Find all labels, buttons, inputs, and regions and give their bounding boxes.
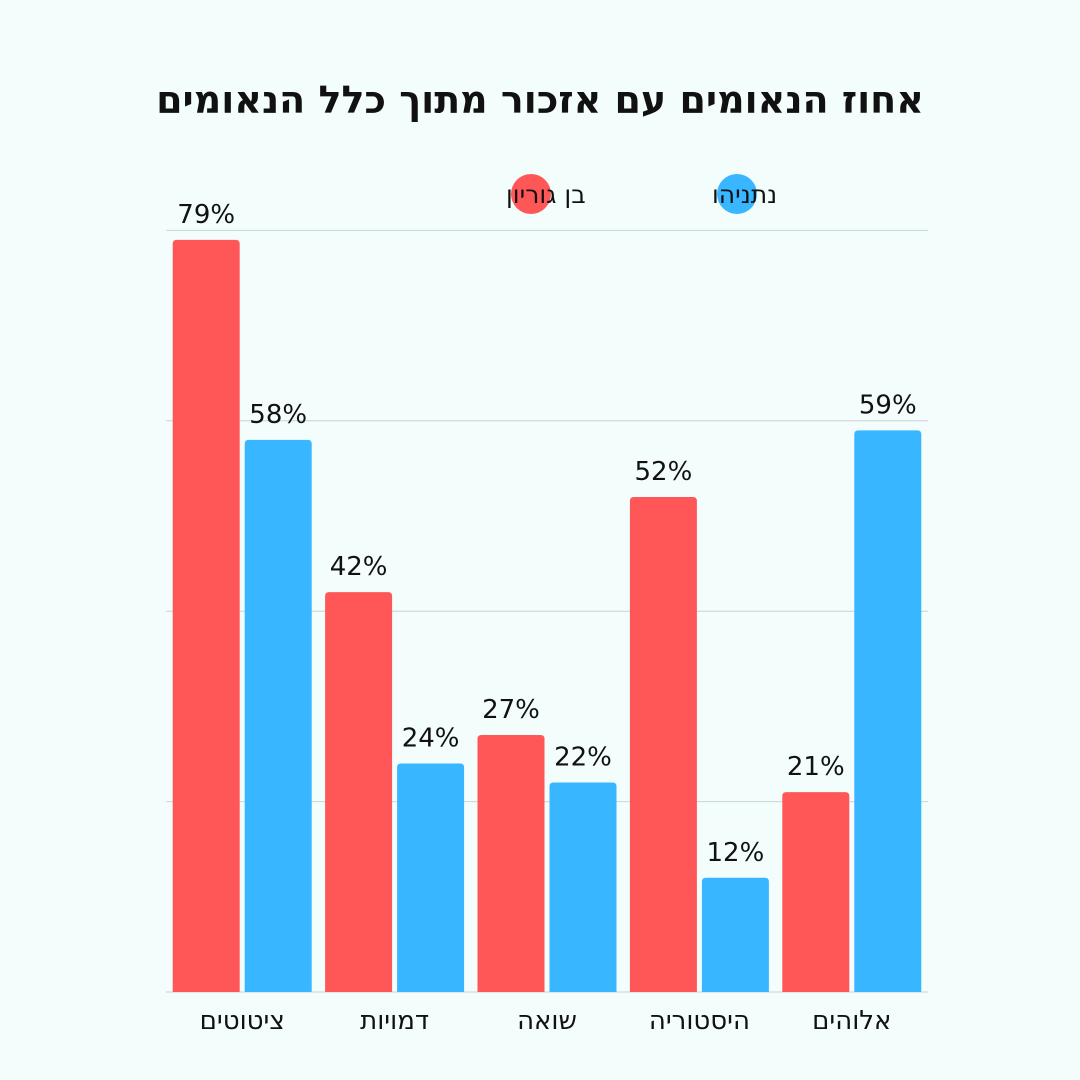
data-label: 22% [554, 743, 612, 773]
legend-label: נתניהו [712, 180, 777, 209]
bar-netanyahu-2 [549, 782, 617, 992]
chart-title: אחוז הנאומים עם אזכור מתוך כלל הנאומים [156, 78, 924, 122]
bar-ben-gurion-2 [477, 734, 545, 992]
data-label: 27% [482, 695, 540, 725]
data-label: 52% [635, 457, 693, 487]
legend-label: בן גוריון [506, 180, 586, 209]
data-label: 59% [859, 390, 917, 420]
data-label: 42% [330, 552, 388, 582]
legend-swatch [717, 174, 757, 214]
category-label: ציטוטים [200, 1006, 285, 1036]
bar-netanyahu-1 [701, 877, 769, 992]
bar-ben-gurion-4 [172, 239, 240, 993]
data-label: 79% [177, 200, 235, 230]
category-label: שואה [517, 1006, 577, 1036]
data-label: 12% [707, 838, 765, 868]
legend-item-ben-gurion: בן גוריון [506, 174, 586, 214]
bar-layer [172, 239, 922, 993]
bar-ben-gurion-1 [629, 496, 697, 992]
bar-ben-gurion-3 [325, 592, 393, 992]
bar-netanyahu-4 [244, 439, 312, 993]
bar-ben-gurion-0 [782, 792, 850, 992]
legend-swatch [511, 174, 551, 214]
legend-item-netanyahu: נתניהו [712, 174, 777, 214]
category-label: היסטוריה [649, 1006, 750, 1036]
data-label: 24% [402, 724, 460, 754]
data-label: 58% [249, 400, 307, 430]
label-layer: 79% 58% ציטוטים 42% 24% דמויות 27% 22% שואה 52% 12… [177, 200, 916, 1036]
category-label: אלוהים [812, 1006, 891, 1036]
bar-netanyahu-3 [397, 763, 465, 992]
category-label: דמויות [360, 1006, 429, 1036]
data-label: 21% [787, 752, 845, 782]
bar-netanyahu-0 [854, 430, 922, 992]
legend: נתניהו בן גוריון [506, 174, 777, 214]
